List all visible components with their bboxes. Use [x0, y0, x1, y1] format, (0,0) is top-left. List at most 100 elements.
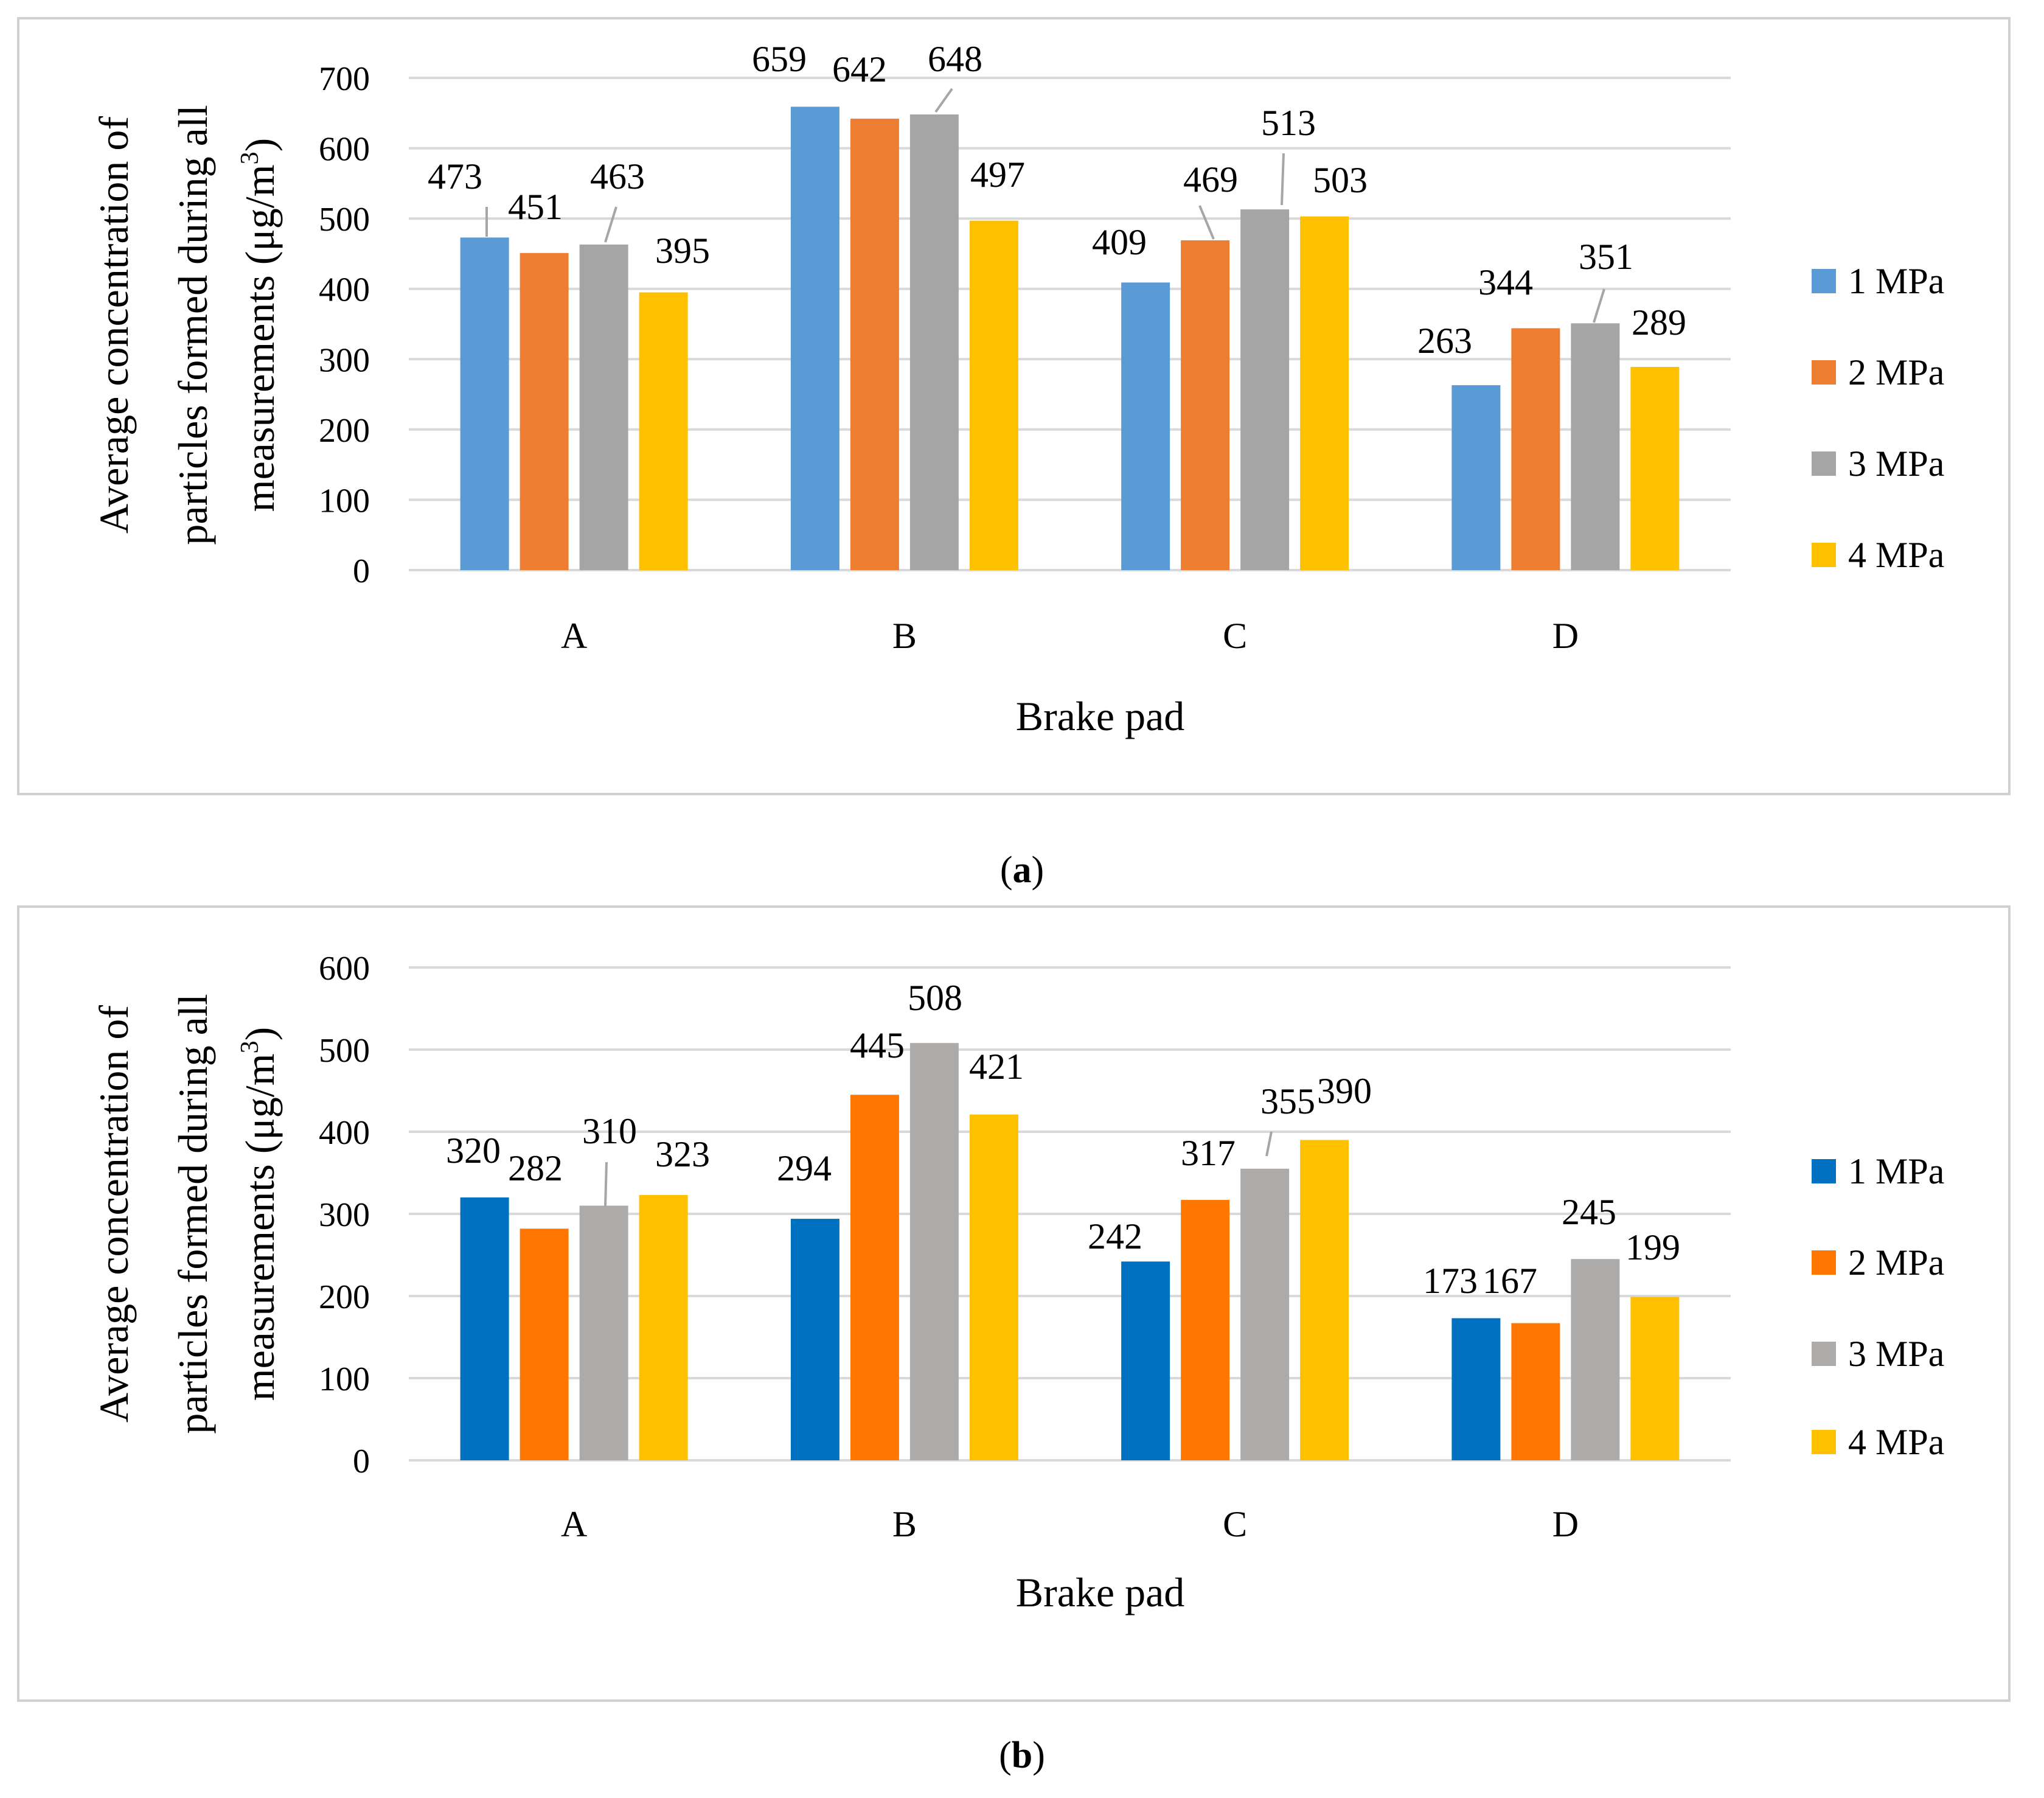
y-axis-title-line: Average concentration of [91, 116, 137, 534]
legend-label: 2 MPa [1848, 352, 1944, 392]
y-axis-title-text: measurements (μg/m [237, 164, 283, 512]
data-label: 508 [908, 978, 962, 1018]
figure-caption: (a) [1000, 849, 1044, 891]
data-label: 344 [1478, 262, 1533, 302]
bar-a-3-mpa [579, 1205, 628, 1460]
bar-d-3-mpa [1571, 1259, 1620, 1460]
data-label: 242 [1088, 1216, 1142, 1256]
y-axis-title-line: particles formed during all [170, 994, 216, 1434]
x-tick-label: D [1552, 1504, 1579, 1544]
bar-d-4-mpa [1630, 366, 1680, 570]
x-tick-label: B [892, 1504, 917, 1544]
y-tick-label: 500 [319, 1032, 370, 1070]
bar-a-2-mpa [520, 1228, 569, 1460]
y-tick-label: 400 [319, 1114, 370, 1152]
legend-swatch [1812, 451, 1836, 476]
data-label: 445 [850, 1025, 905, 1065]
bar-a-3-mpa [579, 244, 628, 570]
data-label: 289 [1632, 302, 1686, 343]
data-label: 421 [969, 1047, 1024, 1087]
bar-d-1-mpa [1451, 385, 1501, 570]
legend-swatch [1812, 543, 1836, 567]
y-tick-label: 0 [353, 552, 370, 590]
y-axis-title-text: particles formed during all [170, 105, 216, 545]
x-axis-title: Brake pad [1016, 693, 1185, 739]
y-axis-title-line: measurements (μg/m3) [236, 1027, 283, 1401]
data-label: 355 [1260, 1081, 1315, 1121]
y-tick-label: 500 [319, 201, 370, 239]
y-axis-title-text: particles formed during all [170, 994, 216, 1434]
legend-label: 2 MPa [1848, 1242, 1944, 1283]
x-axis-title: Brake pad [1016, 1569, 1185, 1615]
data-label: 245 [1562, 1192, 1616, 1232]
bar-c-4-mpa [1300, 216, 1349, 570]
data-label: 323 [655, 1134, 710, 1174]
leader-line [1265, 1131, 1273, 1157]
bar-a-4-mpa [639, 1194, 688, 1460]
legend-swatch [1812, 1250, 1836, 1275]
y-tick-label: 200 [319, 412, 370, 450]
x-tick-label: B [892, 616, 917, 656]
y-tick-label: 300 [319, 341, 370, 379]
data-label: 351 [1579, 237, 1633, 277]
caption-paren: ( [1000, 849, 1013, 891]
x-tick-label: A [561, 1504, 587, 1544]
y-axis-title-text: measurements (μg/m [237, 1053, 283, 1401]
chart-frame [17, 17, 2011, 795]
data-label: 451 [508, 187, 563, 227]
y-axis-title-line: particles formed during all [170, 105, 216, 545]
x-tick-label: C [1223, 1504, 1247, 1544]
y-tick-label: 100 [319, 1361, 370, 1398]
bar-a-1-mpa [460, 1197, 509, 1460]
bar-d-2-mpa [1511, 328, 1560, 570]
bar-c-3-mpa [1240, 209, 1290, 571]
y-tick-label: 100 [319, 482, 370, 520]
legend-label: 1 MPa [1848, 261, 1944, 301]
bar-a-2-mpa [520, 253, 569, 571]
y-tick-label: 600 [319, 950, 370, 988]
y-tick-label: 700 [319, 60, 370, 98]
y-tick-label: 300 [319, 1196, 370, 1234]
data-label: 282 [508, 1148, 563, 1188]
y-tick-label: 0 [353, 1443, 370, 1480]
chart-frame [17, 905, 2011, 1702]
legend-swatch [1812, 1159, 1836, 1183]
data-label: 497 [970, 155, 1025, 195]
figure-caption: (b) [999, 1735, 1045, 1776]
y-axis-title-text: Average concentration of [91, 1005, 137, 1423]
y-axis-title-line: Average concentration of [91, 1005, 137, 1423]
x-tick-label: C [1223, 616, 1247, 656]
legend-swatch [1812, 360, 1836, 385]
data-label: 409 [1092, 222, 1147, 262]
legend-label: 3 MPa [1848, 444, 1944, 484]
y-tick-label: 200 [319, 1278, 370, 1316]
data-label: 320 [446, 1131, 501, 1171]
y-tick-label: 600 [319, 131, 370, 169]
legend-swatch [1812, 269, 1836, 293]
leader-line [604, 206, 617, 243]
data-label: 310 [582, 1111, 637, 1151]
x-tick-label: D [1552, 616, 1579, 656]
bar-d-2-mpa [1511, 1323, 1560, 1460]
bar-c-1-mpa [1121, 282, 1170, 570]
bar-a-1-mpa [460, 237, 509, 570]
data-label: 199 [1625, 1227, 1680, 1267]
legend-swatch [1812, 1430, 1836, 1454]
bar-b-1-mpa [790, 106, 839, 571]
data-label: 173 [1423, 1261, 1478, 1301]
caption-paren: ( [999, 1735, 1012, 1776]
data-label: 317 [1181, 1133, 1236, 1173]
leader-line [1198, 205, 1215, 240]
data-label: 390 [1317, 1071, 1372, 1111]
caption-paren: ) [1032, 1735, 1045, 1776]
bar-b-2-mpa [850, 1095, 899, 1460]
data-label: 473 [428, 156, 482, 197]
caption-letter: b [1012, 1735, 1032, 1776]
y-axis-title-superscript: 3 [236, 1040, 264, 1053]
chart-panel-b: 0 100 200 300 400 500 600 320 282 310 323 A 294 44550… [17, 905, 2011, 1702]
legend-label: 3 MPa [1848, 1334, 1944, 1374]
bar-b-3-mpa [909, 114, 959, 570]
data-label: 469 [1183, 159, 1238, 200]
